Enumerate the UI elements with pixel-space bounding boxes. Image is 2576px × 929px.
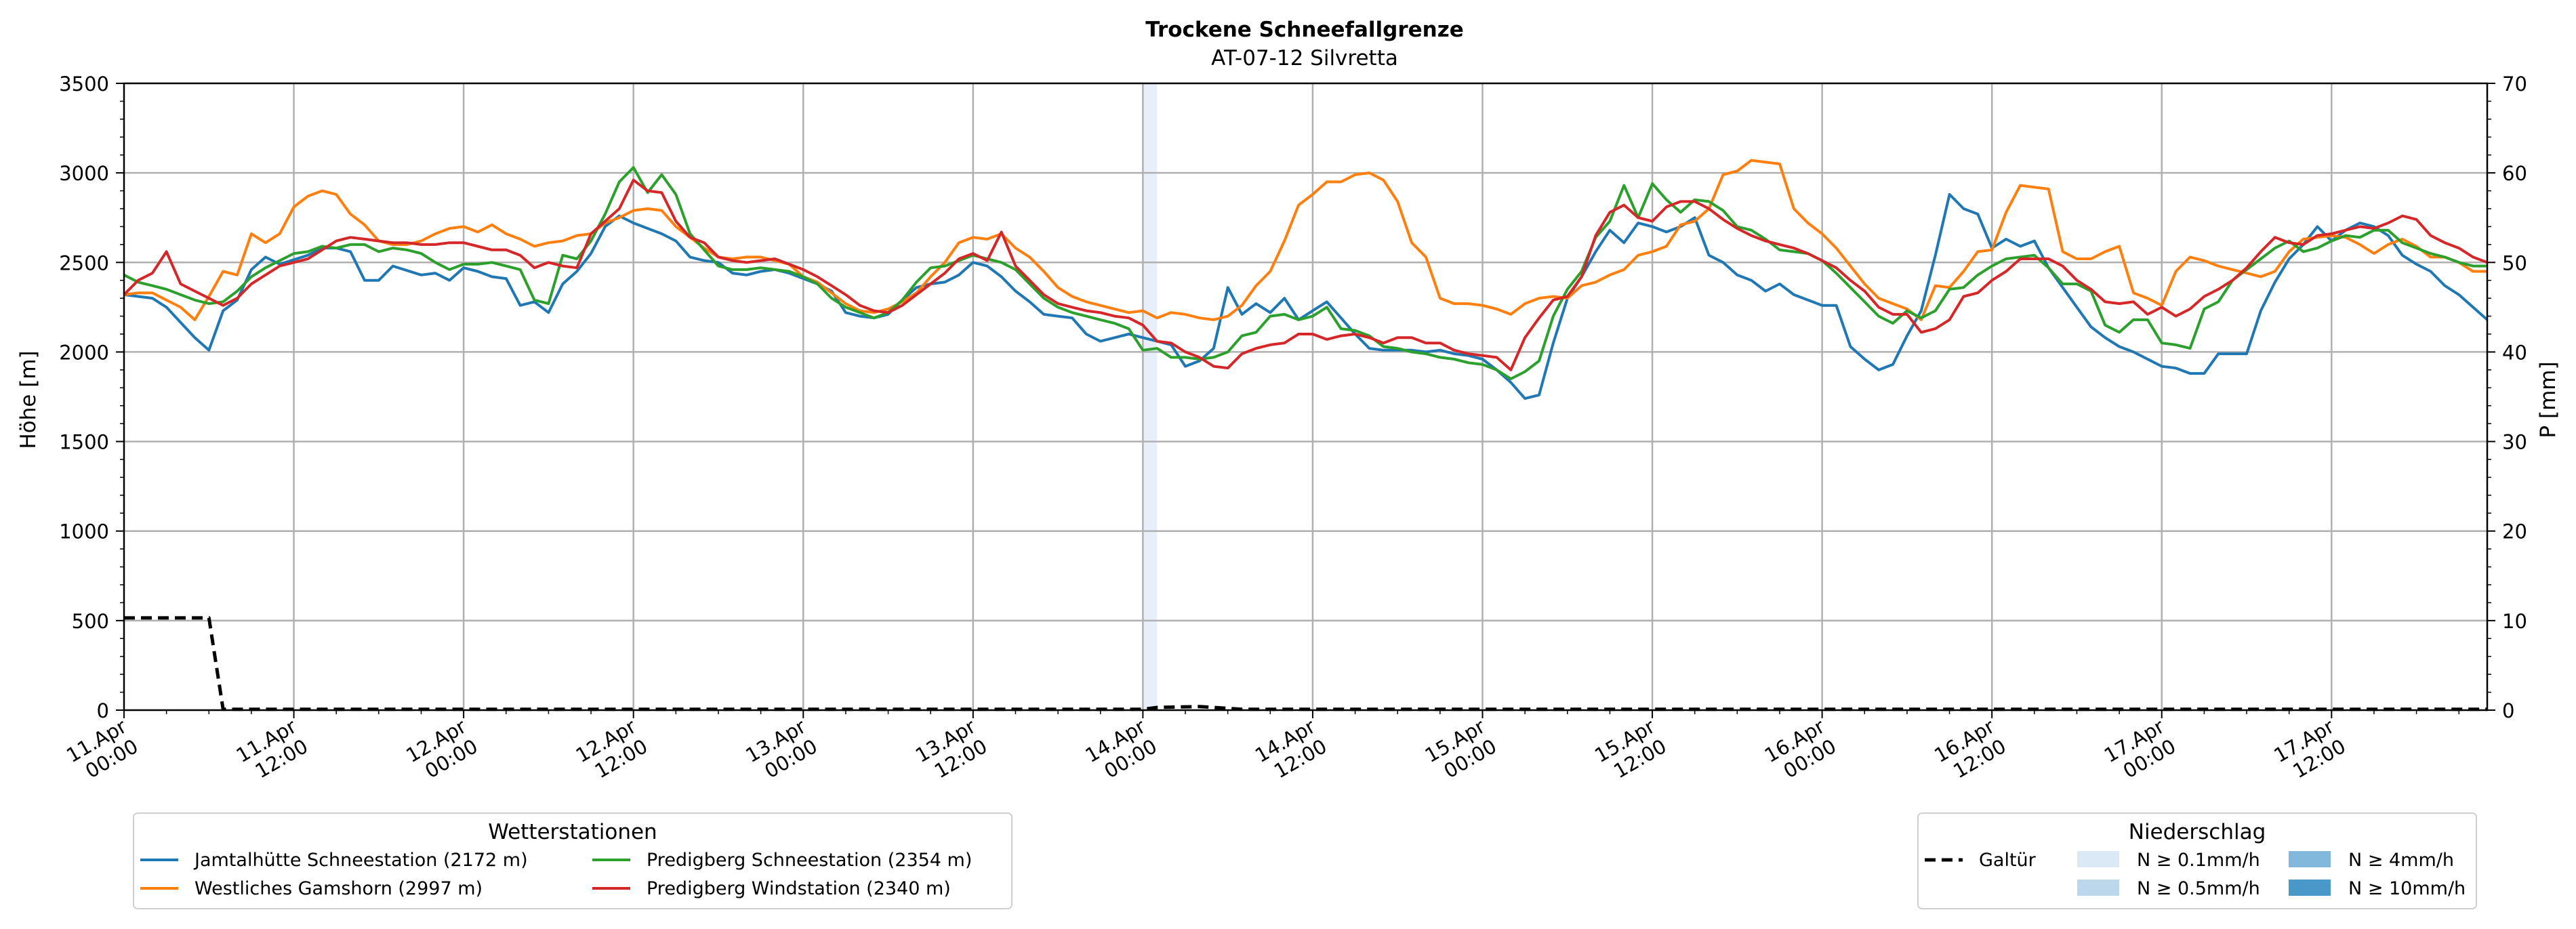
y-tick-label-right: 0 bbox=[2502, 699, 2514, 722]
y-axis-label-right: P [mm] bbox=[2536, 361, 2560, 438]
plot-frame bbox=[123, 82, 2489, 711]
legend-entry-label: N ≥ 0.1mm/h bbox=[2137, 850, 2260, 871]
precip-bar bbox=[1143, 83, 1158, 710]
y-tick-label-left: 1000 bbox=[59, 520, 109, 543]
series-line bbox=[124, 616, 2487, 711]
series-line bbox=[123, 159, 2487, 321]
y-tick-label-right: 40 bbox=[2502, 341, 2527, 364]
legend-entry-label: N ≥ 4mm/h bbox=[2348, 850, 2454, 871]
y-tick-label-right: 30 bbox=[2502, 431, 2527, 454]
y-tick-label-right: 50 bbox=[2502, 251, 2527, 274]
y-tick-label-right: 60 bbox=[2502, 162, 2527, 185]
y-tick-label-right: 10 bbox=[2502, 610, 2527, 633]
legend-entry-label: Predigberg Windstation (2340 m) bbox=[647, 878, 951, 899]
y-tick-label-left: 3500 bbox=[59, 73, 109, 96]
legend-precip-frame bbox=[1917, 812, 2477, 909]
legend-stations: Wetterstationen Jamtalhütte Schneestation… bbox=[133, 812, 1013, 909]
series-line bbox=[123, 178, 2488, 371]
legend-precip-title: Niederschlag bbox=[2129, 820, 2266, 844]
legend-stations-frame bbox=[133, 812, 1013, 909]
legend-entry-label: N ≥ 10mm/h bbox=[2348, 878, 2466, 899]
y-tick-label-left: 2000 bbox=[59, 341, 109, 364]
y-tick-label-right: 20 bbox=[2502, 520, 2527, 543]
legend-swatch-patch bbox=[2289, 851, 2331, 867]
y-tick-label-right: 70 bbox=[2502, 73, 2527, 96]
legend-swatch-patch bbox=[2289, 880, 2331, 896]
legend-entry-label: N ≥ 0.5mm/h bbox=[2137, 878, 2260, 899]
y-axis-label-left: Höhe [m] bbox=[16, 350, 41, 449]
y-tick-label-left: 1500 bbox=[59, 431, 109, 454]
y-tick-label-left: 500 bbox=[72, 610, 109, 633]
legend-swatch-patch bbox=[2077, 880, 2119, 896]
plot-area: 0 0 500 10 1000 20 1500 30 2000 40 2500 50 3000 60 350… bbox=[59, 73, 2527, 783]
legend-entry-label: Predigberg Schneestation (2354 m) bbox=[647, 850, 972, 871]
legend-entry-label: Westliches Gamshorn (2997 m) bbox=[195, 878, 483, 899]
legend-precipitation: Niederschlag Galtür N ≥ 0.1mm/h N ≥ 0.5mm/h… bbox=[1917, 812, 2477, 909]
chart-title: Trockene Schneefallgrenze bbox=[1145, 18, 1464, 42]
y-tick-label-left: 2500 bbox=[59, 251, 109, 274]
legend-stations-title: Wetterstationen bbox=[488, 820, 657, 844]
series-line bbox=[123, 166, 2487, 381]
legend-entry-label: Galtür bbox=[1979, 850, 2037, 871]
y-tick-label-left: 0 bbox=[97, 699, 109, 722]
y-tick-label-left: 3000 bbox=[59, 162, 109, 185]
legend-entry-label: Jamtalhütte Schneestation (2172 m) bbox=[193, 850, 528, 871]
chart-subtitle: AT-07-12 Silvretta bbox=[1211, 46, 1398, 70]
series-line bbox=[123, 192, 2489, 400]
legend-swatch-patch bbox=[2077, 851, 2119, 867]
